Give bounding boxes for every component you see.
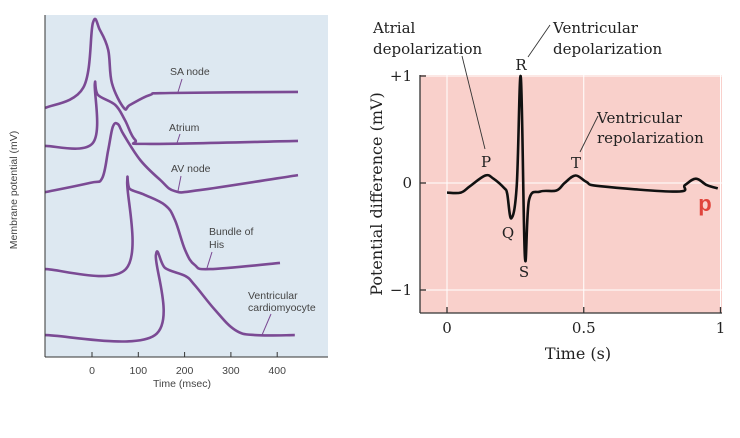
label-bundle-of-his-2: His (209, 239, 224, 251)
x-tick-label: 0 (442, 319, 452, 337)
leader-ventricular-repolarization (579, 115, 599, 153)
curve-sa-node (44, 17, 299, 111)
annotation-vdep-2: depolarization (553, 40, 663, 58)
x-tick-label: 0.5 (572, 319, 596, 337)
wave-label-t: T (571, 154, 581, 172)
x-tick-label: 1 (716, 319, 726, 337)
leader-atrial (461, 55, 486, 150)
y-axis-label: Membrane potential (mV) (8, 131, 20, 249)
plot-background (45, 15, 328, 357)
label-sa-node: SA node (170, 66, 210, 78)
leader-atrium (176, 133, 181, 144)
y-axis-label: Potential difference (mV) (367, 92, 386, 296)
watermark-p: p (698, 191, 711, 216)
ecg-line (446, 74, 719, 263)
annotation-vdep-1: Ventricular (552, 19, 639, 37)
curve-ventricular-cardiomyocyte (45, 250, 295, 343)
wave-label-r: R (515, 56, 527, 74)
annotation-vrep-1: Ventricular (596, 109, 683, 127)
axis-ticks: 0 0.5 1 +1 0 −1 (390, 67, 725, 337)
x-axis-label: Time (s) (545, 344, 611, 363)
y-tick-label: −1 (390, 281, 412, 299)
x-tick-label: 400 (268, 365, 286, 377)
wave-label-p: P (481, 153, 491, 171)
leader-sa-node (177, 78, 183, 93)
x-tick-label: 100 (130, 365, 148, 377)
x-tick-label: 0 (89, 365, 95, 377)
leader-ventricular-depolarization (527, 24, 551, 58)
x-tick-label: 200 (176, 365, 194, 377)
action-potential-curves (44, 17, 299, 343)
ecg-chart: 0 0.5 1 +1 0 −1 Potential difference (mV) Tim… (367, 19, 725, 363)
wave-label-s: S (519, 263, 529, 281)
wave-label-q: Q (502, 224, 514, 242)
y-tick-label: +1 (390, 67, 412, 85)
action-potential-chart: 0 100 200 300 400 Membrane potential (mV) Ti… (8, 15, 328, 390)
curve-atrium (45, 80, 299, 150)
label-bundle-of-his-1: Bundle of (209, 226, 253, 238)
annotation-vrep-2: repolarization (597, 129, 704, 147)
leader-bundle-of-his (206, 251, 213, 269)
x-tick-label: 300 (222, 365, 240, 377)
leader-av-node (177, 175, 182, 192)
curve-av-node (44, 121, 299, 194)
annotation-atrial-2: depolarization (373, 40, 483, 58)
ecg-trace (446, 74, 719, 263)
label-ventricular-2: cardiomyocyte (248, 302, 316, 314)
x-ticks: 0 100 200 300 400 (89, 352, 286, 377)
label-ventricular-1: Ventricular (248, 290, 298, 302)
curve-bundle-of-his (45, 175, 281, 278)
annotation-atrial-1: Atrial (372, 19, 416, 37)
plot-background (420, 75, 722, 313)
leader-ventricular (261, 313, 272, 336)
label-av-node: AV node (171, 163, 211, 175)
label-atrium: Atrium (169, 122, 200, 134)
y-tick-label: 0 (402, 174, 412, 192)
gridlines (420, 75, 722, 313)
x-axis-label: Time (msec) (153, 378, 211, 390)
